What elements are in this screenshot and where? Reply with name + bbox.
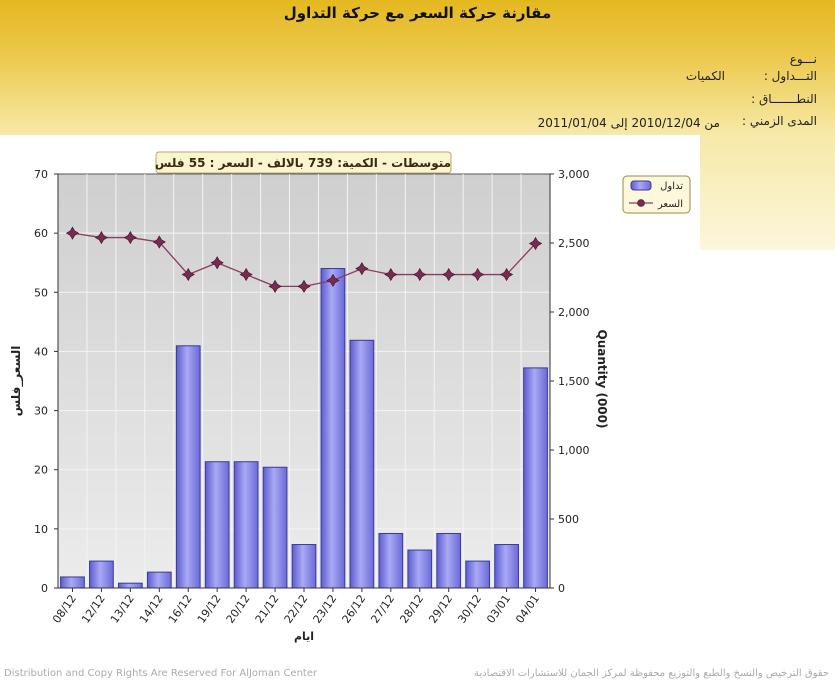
annotation-text: متوسطات - الكمية: 739 بالالف - السعر : 5…	[155, 156, 451, 171]
bar	[60, 576, 85, 589]
header-band	[0, 0, 835, 135]
footer-copyright-en: Distribution and Copy Rights Are Reserve…	[4, 668, 318, 679]
period-value: من 2010/12/04 إلى 2011/01/04	[537, 116, 720, 130]
right-tick-label: 3,000	[558, 168, 590, 181]
price-marker	[268, 279, 282, 293]
x-tick-label: 04/01	[513, 592, 542, 625]
bar	[378, 532, 404, 589]
x-tick-label: 20/12	[224, 592, 253, 625]
price-marker	[152, 235, 166, 249]
x-tick-label: 08/12	[50, 592, 79, 625]
x-tick-label: 28/12	[397, 592, 426, 625]
bar	[494, 544, 519, 589]
price-marker	[528, 236, 543, 251]
right-tick-label: 2,500	[558, 237, 590, 250]
bar	[204, 461, 230, 589]
x-tick-label: 13/12	[108, 592, 137, 625]
x-tick-label: 23/12	[311, 592, 340, 625]
left-axis-title: السعر_فلس	[9, 346, 24, 417]
left-tick-label: 60	[34, 227, 48, 240]
price-marker	[210, 256, 224, 270]
legend-bar-swatch	[630, 180, 652, 191]
footer-copyright-ar: حقوق الترخيص والنسخ والطبع والتوزيع محفو…	[473, 668, 829, 679]
right-axis-title: Quantity (000)	[595, 330, 609, 429]
x-tick-label: 19/12	[195, 592, 224, 625]
x-tick-label: 22/12	[282, 592, 311, 625]
header-band-extension	[700, 135, 835, 250]
price-marker	[239, 267, 253, 282]
trading-label: التـــداول :	[763, 69, 817, 83]
x-tick-label: 26/12	[340, 592, 369, 625]
page-title: مقارنة حركة السعر مع حركة التداول	[283, 4, 552, 22]
x-tick-label: 14/12	[137, 592, 166, 625]
price-marker	[123, 230, 137, 245]
price-marker	[384, 267, 398, 282]
left-tick-label: 40	[34, 345, 48, 358]
price-marker	[499, 267, 514, 282]
left-tick-label: 0	[41, 582, 48, 595]
trading-value: الكميات	[685, 69, 725, 83]
x-tick-label: 29/12	[426, 592, 455, 625]
bar	[523, 367, 548, 589]
bar	[465, 560, 491, 589]
type-label: نـــوع	[789, 52, 817, 66]
bar	[291, 544, 317, 589]
left-tick-label: 70	[34, 168, 48, 181]
bar	[262, 466, 288, 589]
plot-area	[57, 173, 551, 589]
legend-label-volume: تداول	[660, 181, 683, 192]
legend-marker-swatch	[637, 199, 645, 207]
bar	[320, 268, 346, 589]
bar	[146, 571, 172, 589]
right-tick-label: 500	[558, 513, 579, 526]
price-marker	[355, 262, 369, 276]
right-tick-label: 1,000	[558, 444, 590, 457]
price-marker	[65, 226, 80, 240]
price-marker	[442, 267, 456, 282]
x-tick-label: 12/12	[79, 592, 108, 625]
left-tick-label: 10	[34, 523, 48, 536]
left-tick-label: 50	[34, 286, 48, 299]
range-label: النطـــــــاق :	[751, 92, 817, 106]
right-tick-label: 0	[558, 582, 565, 595]
right-tick-label: 2,000	[558, 306, 590, 319]
x-axis-title: ايام	[294, 630, 314, 643]
bar	[117, 582, 143, 589]
left-tick-label: 20	[34, 464, 48, 477]
bar	[233, 461, 259, 589]
price-marker	[94, 230, 109, 245]
bar	[407, 549, 433, 589]
price-marker	[471, 267, 485, 282]
x-tick-label: 30/12	[455, 592, 484, 625]
annotation-box	[155, 151, 452, 174]
bar	[89, 560, 114, 589]
price-marker	[297, 279, 311, 293]
bar	[349, 339, 375, 589]
period-label: المدى الزمني :	[742, 114, 817, 128]
x-tick-label: 03/01	[484, 592, 513, 625]
x-tick-label: 16/12	[166, 592, 195, 625]
x-tick-label: 21/12	[253, 592, 282, 625]
bar	[436, 532, 462, 589]
legend-label-price: السعر	[657, 199, 683, 210]
bar	[175, 345, 201, 589]
price-marker	[413, 267, 427, 282]
x-tick-label: 27/12	[368, 592, 397, 625]
right-tick-label: 1,500	[558, 375, 590, 388]
price-marker	[326, 273, 340, 288]
price-marker	[181, 267, 195, 282]
left-tick-label: 30	[34, 405, 48, 418]
